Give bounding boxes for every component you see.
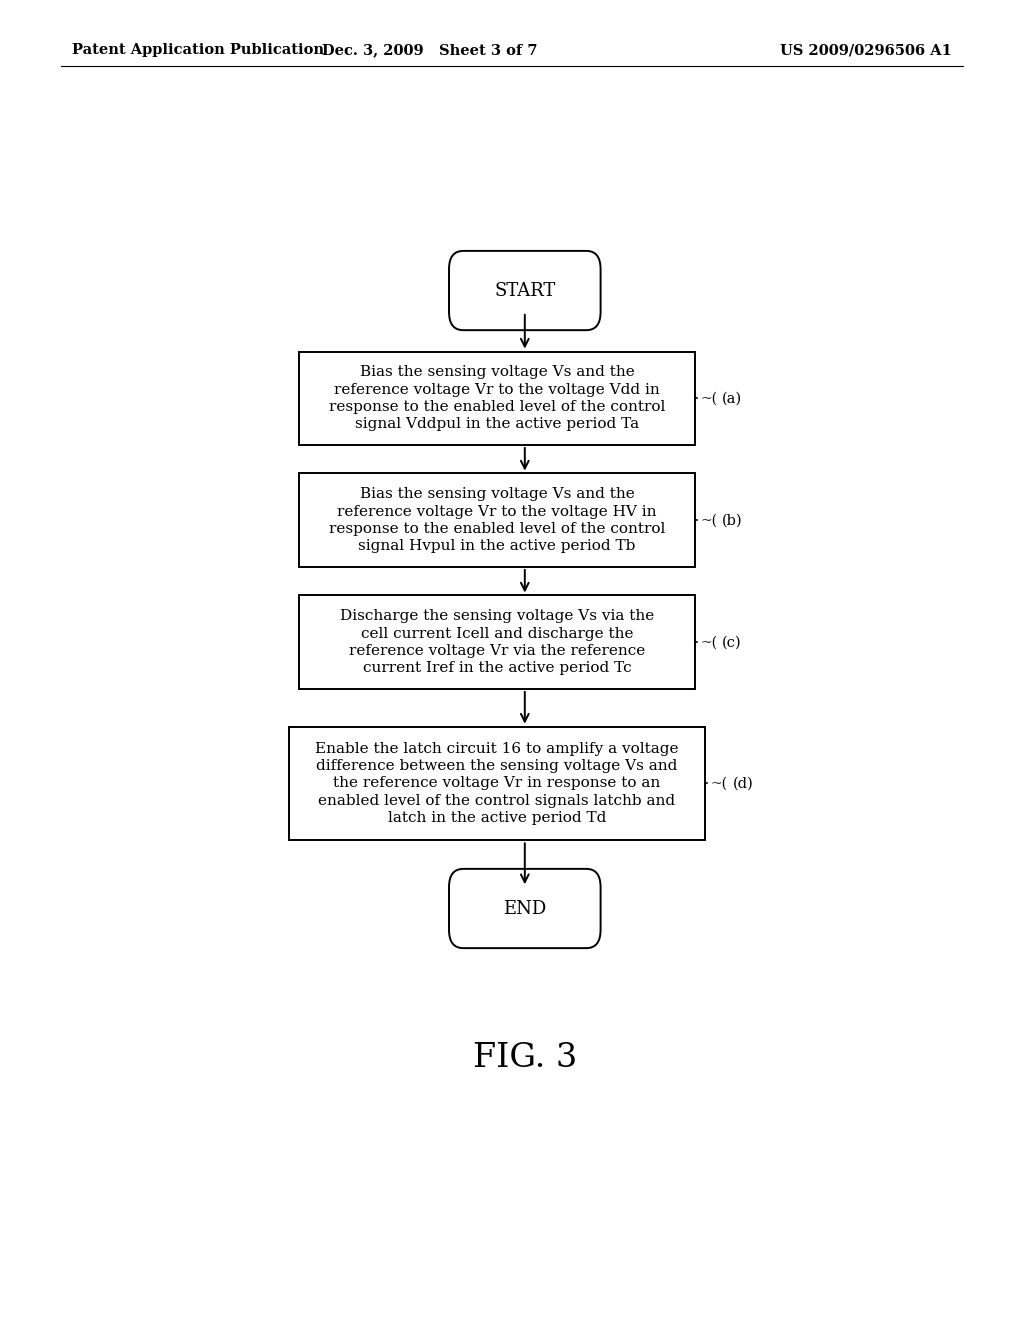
Text: ~(: ~(	[711, 776, 727, 791]
Text: Bias the sensing voltage Vs and the
reference voltage Vr to the voltage HV in
re: Bias the sensing voltage Vs and the refe…	[329, 487, 666, 553]
Text: Dec. 3, 2009   Sheet 3 of 7: Dec. 3, 2009 Sheet 3 of 7	[323, 44, 538, 57]
Text: ~(: ~(	[700, 513, 717, 527]
Text: END: END	[503, 899, 547, 917]
Bar	[299, 474, 695, 568]
Text: Patent Application Publication: Patent Application Publication	[72, 44, 324, 57]
Text: US 2009/0296506 A1: US 2009/0296506 A1	[780, 44, 952, 57]
Text: START: START	[495, 281, 555, 300]
Text: FIG. 3: FIG. 3	[473, 1041, 577, 1074]
Text: ~(: ~(	[700, 635, 717, 649]
Text: (c): (c)	[722, 635, 741, 649]
Text: Discharge the sensing voltage Vs via the
cell current Icell and discharge the
re: Discharge the sensing voltage Vs via the…	[340, 610, 654, 675]
Bar	[299, 351, 695, 445]
Bar	[289, 726, 706, 841]
Text: ~(: ~(	[700, 391, 717, 405]
Text: (a): (a)	[722, 391, 741, 405]
FancyBboxPatch shape	[449, 869, 601, 948]
Bar	[299, 595, 695, 689]
Text: (b): (b)	[722, 513, 742, 527]
Text: (d): (d)	[733, 776, 754, 791]
FancyBboxPatch shape	[449, 251, 601, 330]
Text: Enable the latch circuit 16 to amplify a voltage
difference between the sensing : Enable the latch circuit 16 to amplify a…	[315, 742, 679, 825]
Text: Bias the sensing voltage Vs and the
reference voltage Vr to the voltage Vdd in
r: Bias the sensing voltage Vs and the refe…	[329, 366, 666, 432]
